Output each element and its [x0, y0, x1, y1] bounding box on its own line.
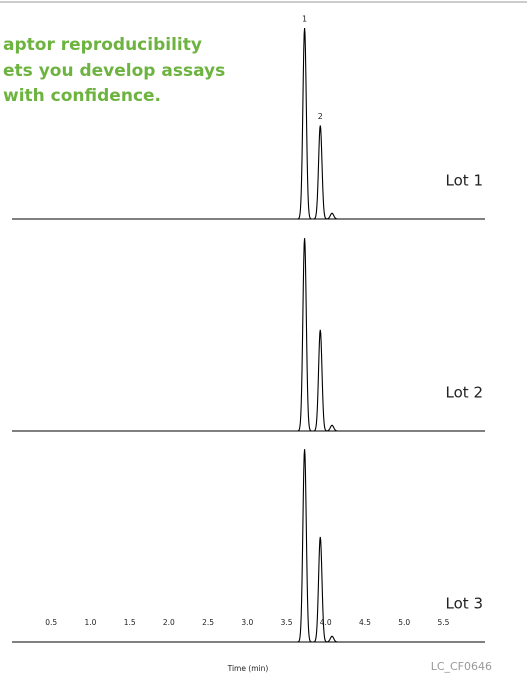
x-tick-label: 3.5: [281, 618, 293, 627]
peak: [313, 125, 328, 220]
series-label: Lot 3: [446, 595, 483, 613]
peak: [325, 424, 339, 432]
peak: [325, 635, 339, 643]
title-line: with confidence.: [3, 86, 161, 106]
title-line: aptor reproducibility: [3, 35, 202, 55]
x-tick-label: 0.5: [45, 618, 57, 627]
peak: [297, 28, 312, 220]
series-label: Lot 2: [446, 384, 483, 402]
x-tick-label: 2.0: [163, 618, 175, 627]
x-tick-label: 5.0: [398, 618, 410, 627]
x-tick-label: 2.5: [202, 618, 214, 627]
peak: [325, 212, 339, 220]
peak: [297, 238, 312, 432]
title-line: ets you develop assays: [3, 61, 225, 81]
x-tick-label: 1.0: [84, 618, 96, 627]
x-tick-label: 4.5: [359, 618, 371, 627]
peak: [297, 449, 312, 643]
series-label: Lot 1: [446, 172, 483, 190]
peak: [313, 536, 328, 643]
x-tick-label: 4.0: [320, 618, 332, 627]
peak: [313, 329, 328, 432]
figure-code: LC_CF0646: [431, 660, 492, 673]
x-tick-label: 3.0: [241, 618, 253, 627]
x-tick-label: 1.5: [124, 618, 136, 627]
peak-label: 2: [318, 112, 323, 121]
x-axis-label: Time (min): [227, 664, 269, 673]
peak-label: 1: [302, 15, 307, 24]
x-tick-label: 5.5: [437, 618, 449, 627]
